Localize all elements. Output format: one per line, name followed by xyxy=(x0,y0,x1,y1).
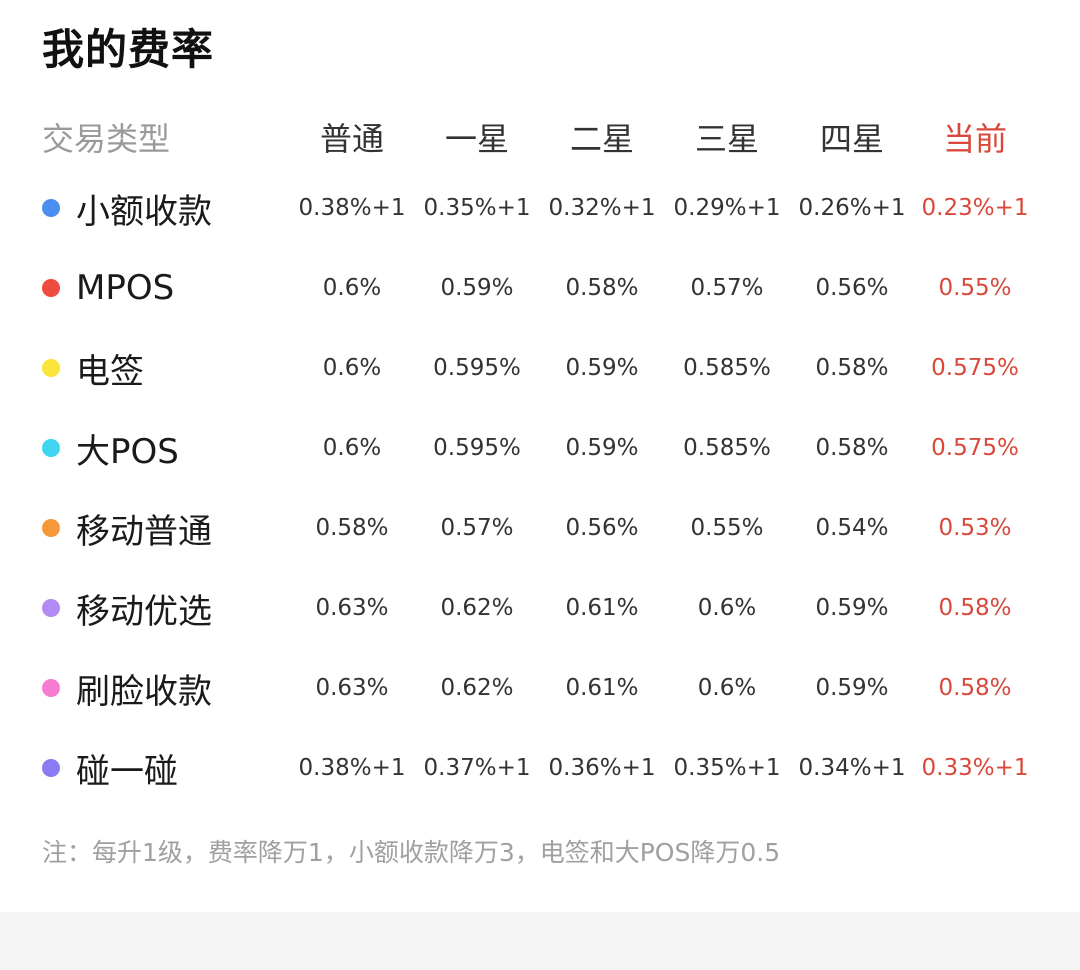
page-title: 我的费率 xyxy=(42,25,215,74)
rate-cell: 0.57% xyxy=(440,515,514,541)
rate-cell: 0.58% xyxy=(815,435,889,461)
transaction-type-label: 碰一碰 xyxy=(76,751,178,792)
rate-cell: 0.58% xyxy=(565,275,639,301)
rate-cell: 0.58% xyxy=(315,515,389,541)
table-row: 移动普通 0.58% 0.57% 0.56% 0.55% 0.54% 0.53% xyxy=(0,488,1080,568)
level-header-two-star: 二星 xyxy=(569,120,634,158)
rate-cell: 0.61% xyxy=(565,595,639,621)
fee-note: 注：每升1级，费率降万1，小额收款降万3，电签和大POS降万0.5 xyxy=(42,838,781,867)
current-rate-cell: 0.23%+1 xyxy=(921,195,1029,221)
table-row: 小额收款 0.38%+1 0.35%+1 0.32%+1 0.29%+1 0.2… xyxy=(0,168,1080,248)
dot-icon xyxy=(42,279,60,297)
current-rate-cell: 0.33%+1 xyxy=(921,755,1029,781)
rate-cell: 0.595% xyxy=(433,435,521,461)
rate-cell: 0.6% xyxy=(697,595,757,621)
dot-icon xyxy=(42,199,60,217)
current-rate-cell: 0.58% xyxy=(938,675,1012,701)
rate-cell: 0.56% xyxy=(565,515,639,541)
rate-cell: 0.6% xyxy=(697,675,757,701)
current-rate-cell: 0.575% xyxy=(931,355,1019,381)
current-rate-cell: 0.55% xyxy=(938,275,1012,301)
transaction-type-label: 移动优选 xyxy=(76,591,212,632)
table-row: MPOS 0.6% 0.59% 0.58% 0.57% 0.56% 0.55% xyxy=(0,248,1080,328)
current-rate-cell: 0.575% xyxy=(931,435,1019,461)
rate-cell: 0.61% xyxy=(565,675,639,701)
transaction-type-label: 小额收款 xyxy=(76,191,212,232)
rate-cell: 0.59% xyxy=(440,275,514,301)
dot-icon xyxy=(42,759,60,777)
table-row: 刷脸收款 0.63% 0.62% 0.61% 0.6% 0.59% 0.58% xyxy=(0,648,1080,728)
rate-cell: 0.57% xyxy=(690,275,764,301)
rate-cell: 0.36%+1 xyxy=(548,755,656,781)
rate-cell: 0.59% xyxy=(565,435,639,461)
dot-icon xyxy=(42,679,60,697)
transaction-type-label: 大POS xyxy=(76,431,179,472)
level-header-normal: 普通 xyxy=(319,120,384,158)
rate-cell: 0.59% xyxy=(815,675,889,701)
current-rate-cell: 0.53% xyxy=(938,515,1012,541)
current-rate-cell: 0.58% xyxy=(938,595,1012,621)
rate-cell: 0.58% xyxy=(815,355,889,381)
rate-cell: 0.585% xyxy=(683,355,771,381)
dot-icon xyxy=(42,359,60,377)
dot-icon xyxy=(42,519,60,537)
rate-cell: 0.34%+1 xyxy=(798,755,906,781)
level-header-current: 当前 xyxy=(942,120,1007,158)
rates-table: 交易类型 普通 一星 二星 三星 四星 当前 小额收款 0.38%+1 0.35… xyxy=(0,106,1080,808)
rate-cell: 0.62% xyxy=(440,675,514,701)
rate-cell: 0.35%+1 xyxy=(673,755,781,781)
rate-cell: 0.37%+1 xyxy=(423,755,531,781)
transaction-type-label: 刷脸收款 xyxy=(76,671,212,712)
dot-icon xyxy=(42,599,60,617)
table-row: 电签 0.6% 0.595% 0.59% 0.585% 0.58% 0.575% xyxy=(0,328,1080,408)
dot-icon xyxy=(42,439,60,457)
rate-cell: 0.59% xyxy=(815,595,889,621)
rate-cell: 0.59% xyxy=(565,355,639,381)
table-header-row: 交易类型 普通 一星 二星 三星 四星 当前 xyxy=(0,106,1080,168)
rate-cell: 0.6% xyxy=(322,435,382,461)
rate-cell: 0.38%+1 xyxy=(298,755,406,781)
rates-card: 我的费率 交易类型 普通 一星 二星 三星 四星 当前 小额收款 0.38%+1… xyxy=(0,25,1080,867)
rate-cell: 0.35%+1 xyxy=(423,195,531,221)
rate-cell: 0.595% xyxy=(433,355,521,381)
bottom-divider-strip xyxy=(0,912,1080,970)
rate-cell: 0.585% xyxy=(683,435,771,461)
rate-cell: 0.26%+1 xyxy=(798,195,906,221)
transaction-type-label: 电签 xyxy=(76,351,144,392)
table-row: 移动优选 0.63% 0.62% 0.61% 0.6% 0.59% 0.58% xyxy=(0,568,1080,648)
rate-cell: 0.63% xyxy=(315,595,389,621)
rate-cell: 0.38%+1 xyxy=(298,195,406,221)
table-row: 碰一碰 0.38%+1 0.37%+1 0.36%+1 0.35%+1 0.34… xyxy=(0,728,1080,808)
rate-cell: 0.29%+1 xyxy=(673,195,781,221)
table-row: 大POS 0.6% 0.595% 0.59% 0.585% 0.58% 0.57… xyxy=(0,408,1080,488)
rate-cell: 0.62% xyxy=(440,595,514,621)
level-header-three-star: 三星 xyxy=(694,120,759,158)
rate-cell: 0.6% xyxy=(322,355,382,381)
rate-cell: 0.6% xyxy=(322,275,382,301)
rate-cell: 0.55% xyxy=(690,515,764,541)
transaction-type-label: 移动普通 xyxy=(76,511,212,552)
transaction-type-header: 交易类型 xyxy=(42,120,171,158)
transaction-type-label: MPOS xyxy=(76,268,175,308)
level-header-four-star: 四星 xyxy=(819,120,884,158)
rate-cell: 0.54% xyxy=(815,515,889,541)
rate-cell: 0.32%+1 xyxy=(548,195,656,221)
level-header-one-star: 一星 xyxy=(444,120,509,158)
rate-cell: 0.63% xyxy=(315,675,389,701)
rate-cell: 0.56% xyxy=(815,275,889,301)
